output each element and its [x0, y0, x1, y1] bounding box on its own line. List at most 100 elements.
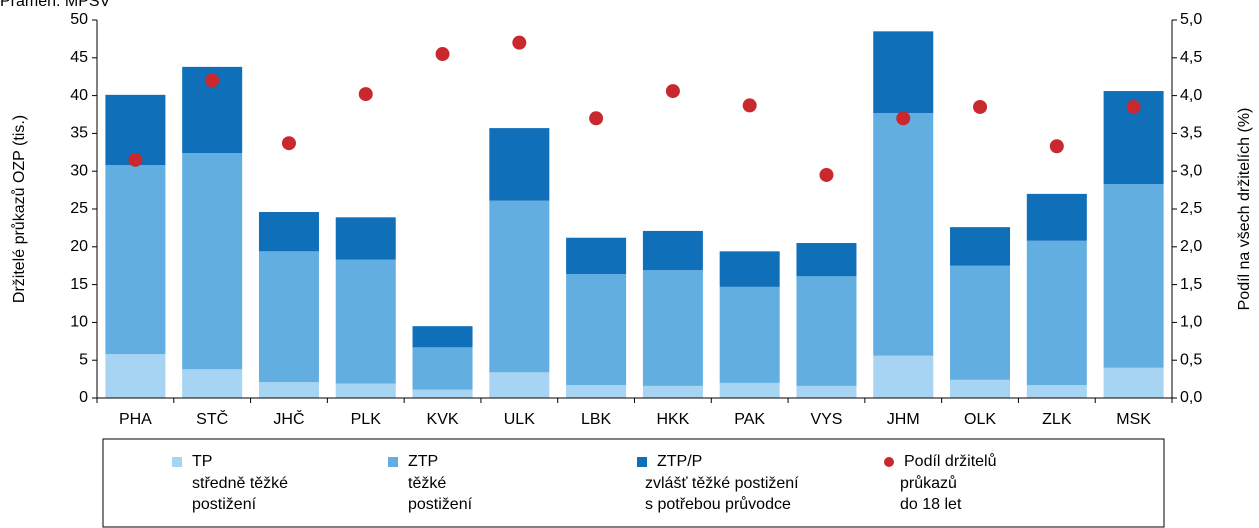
dot	[512, 35, 527, 50]
y2-tick-label: 2,0	[1180, 238, 1202, 255]
legend-label: ZTP	[408, 453, 438, 470]
y2-tick-label: 2,5	[1180, 200, 1202, 217]
bar-segment	[796, 385, 857, 398]
bar-segment	[489, 128, 550, 201]
dot	[589, 111, 604, 126]
y2-tick-label: 3,5	[1180, 125, 1202, 142]
dot	[281, 136, 296, 151]
dot	[819, 167, 834, 182]
x-tick-label: VYS	[810, 411, 842, 428]
dot	[435, 47, 450, 62]
y-tick-label: 50	[70, 11, 88, 28]
x-tick-label: JHM	[887, 411, 920, 428]
y-tick-label: 25	[70, 200, 88, 217]
dot	[665, 84, 680, 99]
bar-segment	[258, 382, 319, 398]
bar-segment	[566, 385, 627, 398]
y2-tick-label: 4,0	[1180, 87, 1202, 104]
y-tick-label: 45	[70, 49, 88, 66]
bar-segment	[412, 326, 473, 348]
x-tick-label: PHA	[119, 411, 152, 428]
y-tick-label: 10	[70, 314, 88, 331]
dot	[896, 111, 911, 126]
dot	[1049, 139, 1064, 154]
legend-description: středně těžké	[192, 475, 288, 492]
bar-segment	[950, 265, 1011, 380]
legend-swatch	[172, 457, 182, 467]
y2-tick-label: 1,0	[1180, 314, 1202, 331]
x-tick-label: HKK	[656, 411, 689, 428]
bar-segment	[489, 372, 550, 398]
bar-segment	[1103, 184, 1164, 368]
y-axis-title: Držitelé průkazů OZP (tis.)	[10, 115, 28, 303]
legend-description: postižení	[408, 496, 473, 513]
legend-description: zvlášť těžké postižení	[645, 475, 799, 492]
bar-segment	[489, 200, 550, 373]
bar-segment	[950, 379, 1011, 398]
x-tick-label: KVK	[427, 411, 459, 428]
source: Pramen: MPSV	[0, 0, 111, 10]
bar-segment	[105, 354, 166, 398]
x-tick-label: OLK	[964, 411, 996, 428]
y-tick-label: 35	[70, 125, 88, 142]
dot	[205, 73, 220, 88]
y-tick-label: 15	[70, 276, 88, 293]
legend-box	[102, 438, 1165, 528]
legend-label: ZTP/P	[657, 453, 702, 470]
bar-segment	[1026, 193, 1087, 241]
y-tick-label: 5	[79, 351, 88, 368]
legend-swatch	[388, 457, 398, 467]
dot	[973, 99, 988, 114]
bar-segment	[642, 270, 703, 386]
y-tick-label: 30	[70, 162, 88, 179]
x-tick-label: ZLK	[1042, 411, 1072, 428]
bar-segment	[566, 237, 627, 275]
x-tick-label: ULK	[504, 411, 535, 428]
y2-tick-label: 3,0	[1180, 162, 1202, 179]
x-tick-label: LBK	[581, 411, 612, 428]
y-tick-label: 40	[70, 87, 88, 104]
y-tick-label: 0	[79, 389, 88, 406]
bar-segment	[105, 165, 166, 355]
dot	[742, 98, 757, 113]
bar-segment	[258, 251, 319, 383]
y2-tick-label: 4,5	[1180, 49, 1202, 66]
legend-description: s potřebou průvodce	[645, 495, 791, 513]
legend-description: postižení	[192, 496, 257, 513]
x-tick-label: JHČ	[273, 409, 304, 428]
legend-label: Podíl držitelů	[904, 452, 997, 470]
bar-segment	[719, 251, 780, 287]
bar-segment	[182, 369, 243, 398]
y2-tick-label: 5,0	[1180, 11, 1202, 28]
bar-segment	[335, 383, 396, 398]
x-tick-label: MSK	[1116, 411, 1151, 428]
y2-axis-title: Podíl na všech držitelích (%)	[1236, 108, 1253, 311]
dot	[1126, 99, 1141, 114]
bar-segment	[873, 31, 934, 113]
bar-segment	[1026, 385, 1087, 398]
legend-dot	[884, 457, 894, 467]
bar-segment	[796, 276, 857, 386]
bar-segment	[258, 212, 319, 252]
legend-swatch	[637, 457, 647, 467]
bar-segment	[335, 259, 396, 384]
y2-tick-label: 1,5	[1180, 276, 1202, 293]
y2-tick-label: 0,0	[1180, 389, 1202, 406]
bar-segment	[412, 389, 473, 398]
bar-segment	[873, 355, 934, 398]
bar-segment	[182, 153, 243, 370]
bar-segment	[950, 227, 1011, 266]
bar-segment	[1026, 240, 1087, 386]
dot	[358, 87, 373, 102]
legend-description: do 18 let	[900, 496, 962, 513]
y-tick-label: 20	[70, 238, 88, 255]
bar-segment	[719, 286, 780, 383]
x-tick-label: PAK	[734, 411, 765, 428]
dot	[128, 152, 143, 167]
bar-segment	[1103, 367, 1164, 398]
legend-description: průkazů	[900, 474, 957, 492]
bar-segment	[719, 382, 780, 398]
legend-description: těžké	[408, 475, 446, 492]
bar-segment	[642, 385, 703, 398]
